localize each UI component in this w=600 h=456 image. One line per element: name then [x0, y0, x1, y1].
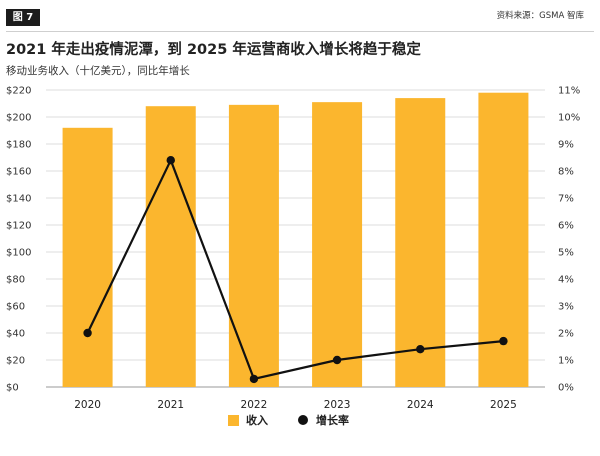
x-tick-label: 2023 [324, 399, 351, 410]
x-tick-label: 2020 [74, 399, 101, 410]
growth-point [416, 345, 425, 354]
y-left-tick-label: $40 [6, 329, 25, 340]
revenue-bar [395, 98, 446, 387]
growth-point [166, 156, 175, 165]
y-left-tick-label: $100 [6, 248, 31, 259]
legend-item-growth: 增长率 [298, 412, 349, 428]
revenue-bar [145, 106, 196, 387]
y-right-tick-label: 6% [558, 221, 574, 232]
chart-subtitle: 移动业务收入（十亿美元），同比年增长 [6, 65, 190, 77]
y-left-tick-label: $160 [6, 167, 31, 178]
legend-swatch-growth [298, 415, 308, 425]
legend-label-growth: 增长率 [316, 414, 349, 427]
legend-label-revenue: 收入 [246, 414, 268, 427]
revenue-bar [228, 104, 279, 387]
y-right-tick-label: 11% [558, 86, 580, 97]
y-left-tick-label: $80 [6, 275, 25, 286]
y-right-tick-label: 8% [558, 167, 574, 178]
y-left-tick-label: $180 [6, 140, 31, 151]
x-tick-label: 2025 [490, 399, 517, 410]
growth-point [249, 374, 259, 384]
growth-point [332, 355, 342, 365]
figure-label: 图 7 [6, 9, 40, 26]
growth-line [86, 159, 504, 380]
y-right-tick-label: 5% [558, 248, 574, 259]
y-right-tick-label: 9% [558, 140, 574, 151]
chart-title: 2021 年走出疫情泥潭，到 2025 年运营商收入增长将趋于稳定 [6, 42, 421, 58]
y-right-tick-label: 1% [558, 356, 574, 367]
y-left-tick-label: $120 [6, 221, 31, 232]
y-left-tick-label: $0 [6, 383, 19, 394]
y-right-tick-label: 10% [558, 113, 580, 124]
revenue-bar [312, 102, 363, 388]
y-left-tick-label: $220 [6, 86, 31, 97]
legend-swatch-revenue [228, 414, 239, 426]
chart-legend: 收入 增长率 [0, 412, 600, 432]
growth-point [499, 336, 508, 346]
combo-chart: $0 $20 $40 $60 $80 $100 $120 $140 $160 $180 $200 $2… [6, 86, 580, 411]
revenue-bar [62, 127, 113, 388]
y-right-tick-label: 4% [558, 275, 574, 286]
x-tick-label: 2021 [157, 399, 184, 410]
x-tick-label: 2024 [407, 399, 434, 410]
x-tick-label: 2022 [241, 399, 268, 410]
y-right-tick-label: 2% [558, 329, 574, 340]
y-right-tick-label: 3% [558, 302, 574, 313]
y-left-tick-label: $60 [6, 302, 25, 313]
y-left-tick-label: $140 [6, 194, 31, 205]
y-right-tick-label: 0% [558, 383, 574, 394]
y-left-tick-label: $200 [6, 113, 31, 124]
y-left-tick-label: $20 [6, 356, 25, 367]
legend-item-revenue: 收入 [228, 412, 268, 428]
top-divider [6, 31, 594, 32]
source-note: 资料来源：GSMA 智库 [496, 11, 584, 21]
y-right-tick-label: 7% [558, 194, 574, 205]
growth-point [83, 328, 92, 338]
